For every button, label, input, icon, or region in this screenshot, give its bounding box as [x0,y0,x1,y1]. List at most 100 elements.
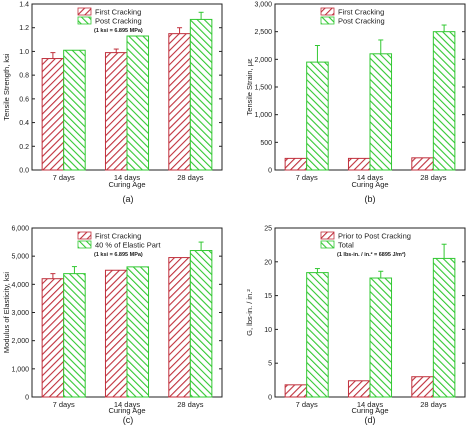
unit-note: (1 ksi = 6.895 MPa) [94,252,143,258]
y-tick-label: 0.0 [19,168,29,175]
x-tick-label: 28 days [177,173,204,182]
y-tick-label: 0 [268,395,272,402]
y-axis-title: G, lbs-in. / in.² [245,289,254,336]
bar [63,273,86,398]
bar [432,31,456,171]
bar [306,61,329,171]
bar [189,250,213,398]
x-axis-title: Curing Age [108,180,145,189]
bar [284,157,308,171]
legend-swatch [320,240,335,249]
y-tick-label: 0.6 [19,96,29,103]
y-tick-label: 0.8 [19,73,29,80]
legend-label: First Cracking [338,8,384,17]
y-tick-label: 0.4 [19,120,29,127]
bar [189,18,213,171]
bar [347,157,371,171]
legend-label: 40 % of Elastic Part [95,241,161,250]
x-tick-label: 14 days [357,173,384,182]
bar [104,269,128,398]
unit-note: (1 ksi = 6.895 MPa) [94,28,143,34]
x-tick-label: 14 days [114,400,141,409]
x-tick-label: 14 days [357,400,384,409]
x-tick-label: 14 days [114,173,141,182]
x-tick-label: 7 days [53,400,75,409]
chart-panel-4: 0 5 10 15 20 25 7 days 14 days 28 days Prior to P… [245,226,466,425]
bar [126,266,150,398]
legend-label: Prior to Post Cracking [338,232,411,241]
y-tick-label: 3,000 [11,310,29,317]
bar [306,272,329,398]
legend-label: First Cracking [95,232,141,241]
y-tick-label: 2,000 [11,338,29,345]
legend-swatch [320,16,335,25]
legend-label: Total [338,241,354,250]
y-tick-label: 0.2 [19,144,29,151]
y-tick-label: 25 [264,226,272,233]
x-axis-title: Curing Age [351,406,388,415]
y-tick-label: 0 [268,168,272,175]
legend-label: Post Cracking [338,17,385,26]
y-tick-label: 15 [264,293,272,300]
y-tick-label: 0 [25,395,29,402]
y-tick-label: 6,000 [11,226,29,233]
x-axis-title: Curing Age [108,406,145,415]
legend-label: Post Cracking [95,17,142,26]
bar [41,58,65,171]
bar [126,35,150,171]
bar [168,257,191,398]
x-axis-title: Curing Age [351,180,388,189]
bar [168,33,191,171]
chart-panel-2: 0 500 1,000 1,500 2,000 2,500 3,000 7 days 14 da… [245,2,466,204]
legend-swatch [77,7,92,16]
bar [432,257,456,398]
x-tick-label: 7 days [296,173,318,182]
y-tick-label: 2,500 [254,29,272,36]
x-tick-label: 28 days [420,400,447,409]
bar [347,380,371,398]
bar [104,52,128,171]
y-tick-label: 10 [264,327,272,334]
y-tick-label: 20 [264,259,272,266]
bar [411,376,434,398]
y-tick-label: 5,000 [11,254,29,261]
panel-label: (c) [123,415,134,425]
panel-label: (a) [123,194,134,204]
legend-swatch [77,16,92,25]
x-tick-label: 28 days [420,173,447,182]
unit-note: (1 lbs-in. / in.² = 6895 J/m²) [337,251,406,258]
chart-panel-1: 0.0 0.2 0.4 0.6 0.8 1.0 1.2 1.4 7 days 14 days 28 … [2,2,223,204]
bar [41,278,65,398]
bar [411,157,434,171]
bar [284,384,308,398]
bar [369,277,393,398]
y-tick-label: 1.4 [19,2,29,9]
panel-label: (d) [365,415,376,425]
bar [369,53,393,171]
legend-label: First Cracking [95,8,141,17]
y-tick-label: 2,000 [254,57,272,64]
y-tick-label: 1,500 [254,85,272,92]
x-tick-label: 7 days [53,173,75,182]
bar [63,49,86,171]
legend-swatch [320,7,335,16]
x-tick-label: 7 days [296,400,318,409]
y-tick-label: 3,000 [254,2,272,9]
y-tick-label: 1.2 [19,25,29,32]
x-tick-label: 28 days [177,400,204,409]
chart-panel-3: 0 1,000 2,000 3,000 4,000 5,000 6,000 7 days 14 … [2,226,223,425]
y-tick-label: 1,000 [254,112,272,119]
legend-swatch [77,240,92,249]
legend-swatch [320,231,335,240]
y-tick-label: 5 [268,361,272,368]
y-axis-title: Tensile Strength, ksi [2,53,11,120]
y-axis-title: Modulus of Elasticity, ksi [2,272,11,353]
y-tick-label: 4,000 [11,282,29,289]
panel-label: (b) [365,194,376,204]
y-tick-label: 1.0 [19,49,29,56]
legend-swatch [77,231,92,240]
y-axis-title: Tensile Strain, με [245,58,254,116]
y-tick-label: 500 [260,140,272,147]
y-tick-label: 1,000 [11,366,29,373]
